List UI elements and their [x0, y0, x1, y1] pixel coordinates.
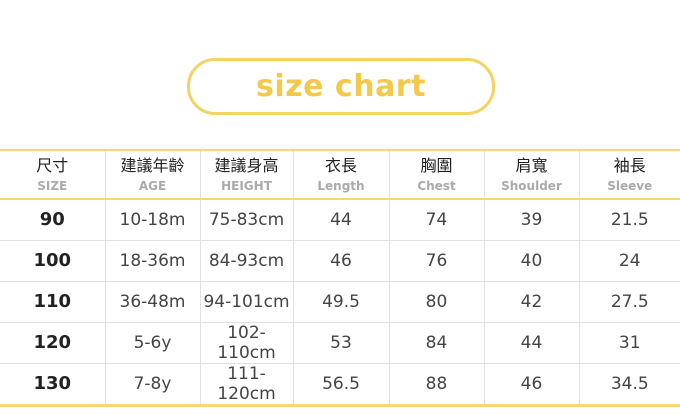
header-en: Chest [417, 178, 456, 193]
cell-size: 90 [39, 209, 65, 231]
header-zh: 建議年齡 [120, 155, 185, 175]
cell-sleeve: 31 [578, 322, 680, 363]
cell-height: 111-120cm [199, 363, 293, 405]
column-header-height: 建議身高 HEIGHT [199, 150, 293, 199]
cell-shoulder: 46 [483, 363, 579, 405]
cell-sleeve: 21.5 [578, 199, 680, 240]
cell-chest: 88 [388, 363, 484, 405]
cell-height: 94-101cm [199, 281, 293, 322]
header-row: 尺寸 SIZE 建議年齡 AGE 建議身高 HEIGHT 衣長 Length 胸圍 Chest 肩寬… [0, 150, 680, 199]
column-header-shoulder: 肩寬 Shoulder [483, 150, 579, 199]
header-en: SIZE [37, 178, 68, 193]
page-title: size chart [256, 69, 426, 104]
column-header-length: 衣長 Length [292, 150, 389, 199]
cell-height: 75-83cm [199, 199, 293, 240]
column-header-age: 建議年齡 AGE [104, 150, 200, 199]
cell-height: 84-93cm [199, 240, 293, 281]
cell-sleeve: 24 [578, 240, 680, 281]
header-zh: 胸圍 [420, 155, 453, 175]
header-zh: 建議身高 [214, 155, 279, 175]
cell-shoulder: 39 [483, 199, 579, 240]
cell-length: 53 [292, 322, 389, 363]
cell-age: 36-48m [104, 281, 200, 322]
cell-length: 56.5 [292, 363, 389, 405]
cell-length: 49.5 [292, 281, 389, 322]
cell-size: 100 [33, 250, 72, 271]
cell-size: 110 [33, 291, 72, 312]
cell-age: 10-18m [104, 199, 200, 240]
cell-chest: 74 [388, 199, 484, 240]
table-row: 100 18-36m 84-93cm 46 76 40 24 [0, 240, 680, 281]
cell-size: 120 [33, 332, 72, 353]
header-zh: 肩寬 [515, 155, 548, 175]
header-en: Length [317, 178, 365, 193]
cell-height: 102-110cm [199, 322, 293, 363]
cell-length: 46 [292, 240, 389, 281]
header-zh: 尺寸 [36, 155, 69, 175]
column-header-size: 尺寸 SIZE [0, 150, 105, 199]
header-en: Shoulder [501, 178, 562, 193]
header-en: Sleeve [607, 178, 653, 193]
size-table: 尺寸 SIZE 建議年齡 AGE 建議身高 HEIGHT 衣長 Length 胸圍 Chest 肩寬… [0, 149, 680, 407]
header-en: HEIGHT [221, 178, 272, 193]
column-header-chest: 胸圍 Chest [388, 150, 484, 199]
cell-age: 18-36m [104, 240, 200, 281]
cell-length: 44 [292, 199, 389, 240]
header-zh: 袖長 [613, 155, 646, 175]
cell-size: 130 [33, 373, 72, 394]
cell-sleeve: 34.5 [578, 363, 680, 405]
table-row: 120 5-6y 102-110cm 53 84 44 31 [0, 322, 680, 363]
cell-age: 5-6y [104, 322, 200, 363]
cell-chest: 84 [388, 322, 484, 363]
cell-chest: 80 [388, 281, 484, 322]
title-banner: size chart [187, 58, 495, 115]
cell-shoulder: 40 [483, 240, 579, 281]
cell-shoulder: 44 [483, 322, 579, 363]
cell-sleeve: 27.5 [578, 281, 680, 322]
cell-age: 7-8y [104, 363, 200, 405]
table-row: 110 36-48m 94-101cm 49.5 80 42 27.5 [0, 281, 680, 322]
cell-shoulder: 42 [483, 281, 579, 322]
header-en: AGE [138, 178, 167, 193]
table-row: 130 7-8y 111-120cm 56.5 88 46 34.5 [0, 363, 680, 405]
table-row: 90 10-18m 75-83cm 44 74 39 21.5 [0, 199, 680, 240]
cell-chest: 76 [388, 240, 484, 281]
header-zh: 衣長 [324, 155, 357, 175]
column-header-sleeve: 袖長 Sleeve [578, 150, 680, 199]
